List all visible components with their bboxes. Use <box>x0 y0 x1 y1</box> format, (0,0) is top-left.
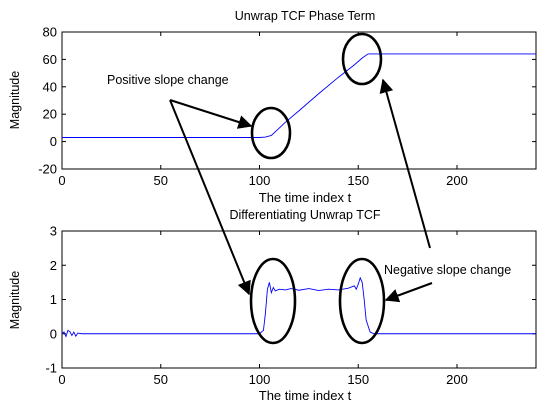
bottom-series-line <box>61 276 536 338</box>
annotation-negative-slope: Negative slope change <box>384 263 511 277</box>
bottom-y-label: Magnitude <box>8 271 22 329</box>
bottom-y-tick-label: 0 <box>50 326 57 341</box>
bottom-y-tick-label: 2 <box>50 258 57 273</box>
top-x-tick-label: 100 <box>249 173 271 188</box>
bottom-x-tick-label: 0 <box>58 372 65 387</box>
top-x-label: The time index t <box>259 190 352 205</box>
bottom-title: Differentiating Unwrap TCF <box>230 208 381 222</box>
top-positive-change-ellipse <box>250 106 292 160</box>
arrow-to-top-negative <box>379 78 431 249</box>
top-y-tick-label: -20 <box>38 162 57 177</box>
bottom-x-tick-label: 100 <box>249 372 271 387</box>
top-y-tick-label: 40 <box>43 79 57 94</box>
top-series-line <box>62 53 536 138</box>
arrow-to-bottom-positive <box>169 99 251 296</box>
bottom-negative-change-ellipse <box>338 257 386 345</box>
arrow-to-bottom-negative <box>384 282 433 303</box>
annotation-positive-slope: Positive slope change <box>107 73 229 87</box>
top-x-tick-label: 0 <box>58 173 65 188</box>
bottom-x-tick-label: 200 <box>446 372 468 387</box>
bottom-y-tick-label: 1 <box>50 292 57 307</box>
bottom-x-tick-label: 50 <box>154 372 168 387</box>
top-y-tick-label: 60 <box>43 52 57 67</box>
bottom-y-tick-label: -1 <box>45 361 57 376</box>
annotations <box>249 32 386 345</box>
bottom-y-ticks: -1 0 1 2 3 <box>45 224 536 376</box>
top-title: Unwrap TCF Phase Term <box>235 9 376 23</box>
annotation-arrows <box>169 78 433 303</box>
bottom-positive-change-ellipse <box>249 257 297 345</box>
bottom-x-tick-label: 150 <box>347 372 369 387</box>
top-y-tick-label: 20 <box>43 107 57 122</box>
top-negative-change-ellipse <box>341 32 383 86</box>
bottom-x-ticks: 0 50 100 150 200 <box>58 231 468 387</box>
bottom-y-tick-label: 3 <box>50 224 57 239</box>
top-x-tick-label: 200 <box>446 173 468 188</box>
bottom-axes-box <box>61 230 537 369</box>
top-axes-box <box>61 31 537 170</box>
top-x-ticks: 0 50 100 150 200 <box>58 32 468 188</box>
top-x-tick-label: 150 <box>347 173 369 188</box>
top-x-tick-label: 50 <box>154 173 168 188</box>
top-y-label: Magnitude <box>8 71 22 129</box>
top-y-tick-label: 80 <box>43 25 57 40</box>
top-y-ticks: -20 0 20 40 60 80 <box>38 25 536 177</box>
top-y-tick-label: 0 <box>50 134 57 149</box>
bottom-x-label: The time index t <box>259 388 352 403</box>
arrow-to-top-positive <box>169 99 253 129</box>
